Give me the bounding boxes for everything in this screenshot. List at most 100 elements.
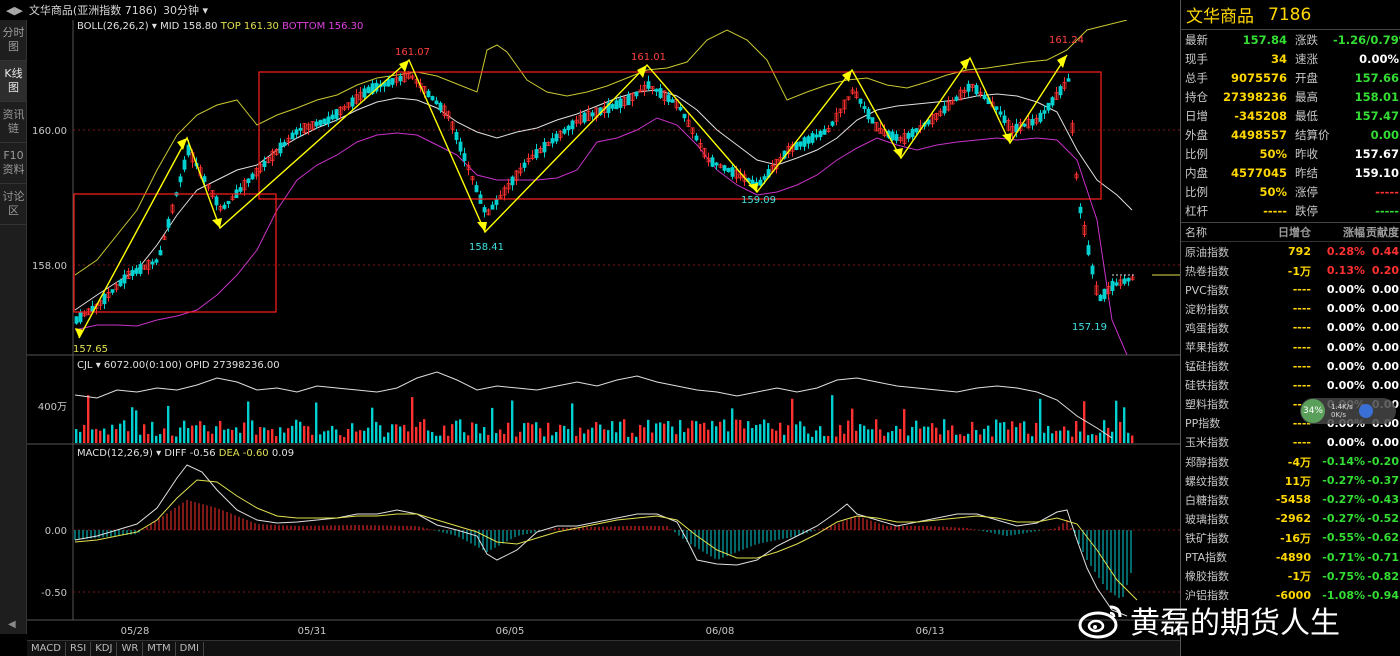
tab-discussion[interactable]: 讨论区 bbox=[0, 184, 27, 225]
volume-bar bbox=[115, 429, 118, 443]
index-row[interactable]: PVC指数 ---- 0.00% 0.00 bbox=[1181, 280, 1400, 299]
volume-bar bbox=[1019, 423, 1022, 443]
candle bbox=[1118, 279, 1123, 286]
candle bbox=[322, 118, 327, 125]
index-row[interactable]: 沪铝指数 -6000 -1.08% -0.94 bbox=[1181, 586, 1400, 605]
trend-zigzag bbox=[78, 54, 1068, 339]
col-change[interactable]: 涨幅 bbox=[1343, 226, 1365, 239]
volume-bar bbox=[471, 422, 474, 443]
volume-bar bbox=[267, 430, 270, 443]
index-row[interactable]: 锰硅指数 ---- 0.00% 0.00 bbox=[1181, 357, 1400, 376]
tab-news[interactable]: 资讯链 bbox=[0, 102, 27, 143]
tab-timeshare[interactable]: 分时图 bbox=[0, 20, 27, 61]
index-row[interactable]: 铁矿指数 -16万 -0.55% -0.62 bbox=[1181, 528, 1400, 547]
index-row[interactable]: 硅铁指数 ---- 0.00% 0.00 bbox=[1181, 376, 1400, 395]
volume-bar bbox=[723, 419, 726, 443]
volume-bar bbox=[1043, 432, 1046, 443]
network-speed-widget[interactable]: 34% 1.4K/s 0K/s bbox=[1300, 398, 1396, 424]
candle bbox=[618, 98, 623, 108]
candle bbox=[146, 260, 151, 270]
index-row[interactable]: 螺纹指数 11万 -0.27% -0.37 bbox=[1181, 471, 1400, 490]
tab-rsi[interactable]: RSI bbox=[66, 641, 92, 656]
quote-label: 开盘 bbox=[1295, 70, 1318, 85]
quote-row: 外盘 4498557 结算价 0.00 bbox=[1181, 125, 1400, 144]
quote-value: 159.10 bbox=[1354, 165, 1399, 180]
volume-bar bbox=[807, 433, 810, 443]
candle bbox=[438, 102, 443, 111]
index-row[interactable]: 玉米指数 ---- 0.00% 0.00 bbox=[1181, 433, 1400, 452]
volume-bar bbox=[655, 423, 658, 443]
candle bbox=[1030, 118, 1035, 126]
candle bbox=[306, 123, 311, 130]
volume-bar bbox=[847, 420, 850, 443]
candle bbox=[162, 236, 167, 240]
volume-bar bbox=[579, 427, 582, 443]
volume-bar bbox=[171, 435, 174, 443]
volume-bar bbox=[499, 429, 502, 443]
volume-bar bbox=[147, 433, 150, 443]
index-row[interactable]: 白糖指数 -5458 -0.27% -0.43 bbox=[1181, 490, 1400, 509]
candle bbox=[930, 114, 935, 125]
tab-kdj[interactable]: KDJ bbox=[91, 641, 118, 656]
volume-bar bbox=[1123, 407, 1126, 443]
index-row[interactable]: 苹果指数 ---- 0.00% 0.00 bbox=[1181, 337, 1400, 356]
quote-value: ----- bbox=[1375, 184, 1399, 199]
tab-wr[interactable]: WR bbox=[117, 641, 144, 656]
tab-macd[interactable]: MACD bbox=[27, 641, 66, 656]
index-row[interactable]: 鸡蛋指数 ---- 0.00% 0.00 bbox=[1181, 318, 1400, 337]
volume-bar bbox=[983, 428, 986, 443]
candle bbox=[1018, 122, 1023, 132]
period-selector[interactable]: 30分钟 ▾ bbox=[163, 4, 209, 17]
candle bbox=[558, 131, 563, 138]
candle bbox=[370, 83, 375, 94]
tab-f10[interactable]: F10资料 bbox=[0, 143, 27, 184]
index-row[interactable]: 橡胶指数 -1万 -0.75% -0.82 bbox=[1181, 567, 1400, 586]
nav-arrows[interactable]: ◀▶ bbox=[6, 3, 23, 17]
volume-bar bbox=[379, 425, 382, 443]
index-row[interactable]: 原油指数 792 0.28% 0.44 bbox=[1181, 242, 1400, 261]
tab-kline[interactable]: K线图 bbox=[0, 61, 27, 102]
col-increase[interactable]: 日增仓 bbox=[1278, 226, 1311, 239]
volume-bar bbox=[347, 429, 350, 443]
candle bbox=[1062, 81, 1067, 89]
col-contribution[interactable]: 贡献度 bbox=[1366, 226, 1399, 239]
volume-bar bbox=[1131, 435, 1134, 443]
candle bbox=[742, 174, 747, 182]
volume-bar bbox=[123, 420, 126, 443]
index-row[interactable]: 淀粉指数 ---- 0.00% 0.00 bbox=[1181, 299, 1400, 318]
index-increase: ---- bbox=[1292, 302, 1311, 316]
volume-bar bbox=[599, 424, 602, 443]
index-name: PVC指数 bbox=[1185, 283, 1229, 297]
candle bbox=[830, 121, 835, 126]
low-marker: 157.65 bbox=[73, 344, 108, 355]
macd-histogram bbox=[74, 500, 1132, 598]
tab-mtm[interactable]: MTM bbox=[143, 641, 176, 656]
high-marker: 161.01 bbox=[631, 52, 666, 63]
volume-bar bbox=[891, 431, 894, 443]
index-row[interactable]: PTA指数 -4890 -0.71% -0.71 bbox=[1181, 548, 1400, 567]
candle bbox=[906, 132, 911, 139]
collapse-icon[interactable]: ◀ bbox=[8, 619, 16, 630]
quote-row: 比例 50% 昨收 157.67 bbox=[1181, 144, 1400, 163]
kline-chart[interactable]: 160.00 158.00 400万 0.00 -0.50 05/28 05/3… bbox=[27, 20, 1180, 640]
tab-dmi[interactable]: DMI bbox=[176, 641, 204, 656]
volume-bar bbox=[659, 422, 662, 443]
date-tick: 06/05 bbox=[496, 626, 525, 637]
volume-bar bbox=[735, 419, 738, 443]
speed-rates: 1.4K/s 0K/s bbox=[1331, 403, 1353, 419]
candle bbox=[1038, 112, 1043, 122]
volume-bar bbox=[423, 419, 426, 443]
candle bbox=[1066, 78, 1071, 82]
volume-bar bbox=[239, 432, 242, 443]
col-name[interactable]: 名称 bbox=[1185, 226, 1207, 239]
volume-bar bbox=[167, 405, 170, 443]
volume-bar bbox=[583, 433, 586, 443]
volume-bar bbox=[1011, 421, 1014, 443]
index-row[interactable]: 玻璃指数 -2962 -0.27% -0.52 bbox=[1181, 509, 1400, 528]
index-row[interactable]: 热卷指数 -1万 0.13% 0.20 bbox=[1181, 261, 1400, 280]
index-increase: -4万 bbox=[1287, 455, 1311, 469]
instrument-title: 文华商品(亚洲指数 7186) bbox=[28, 4, 157, 17]
macd-tick: 0.00 bbox=[45, 526, 67, 537]
candle bbox=[242, 179, 247, 191]
index-row[interactable]: 郑醇指数 -4万 -0.14% -0.20 bbox=[1181, 452, 1400, 471]
